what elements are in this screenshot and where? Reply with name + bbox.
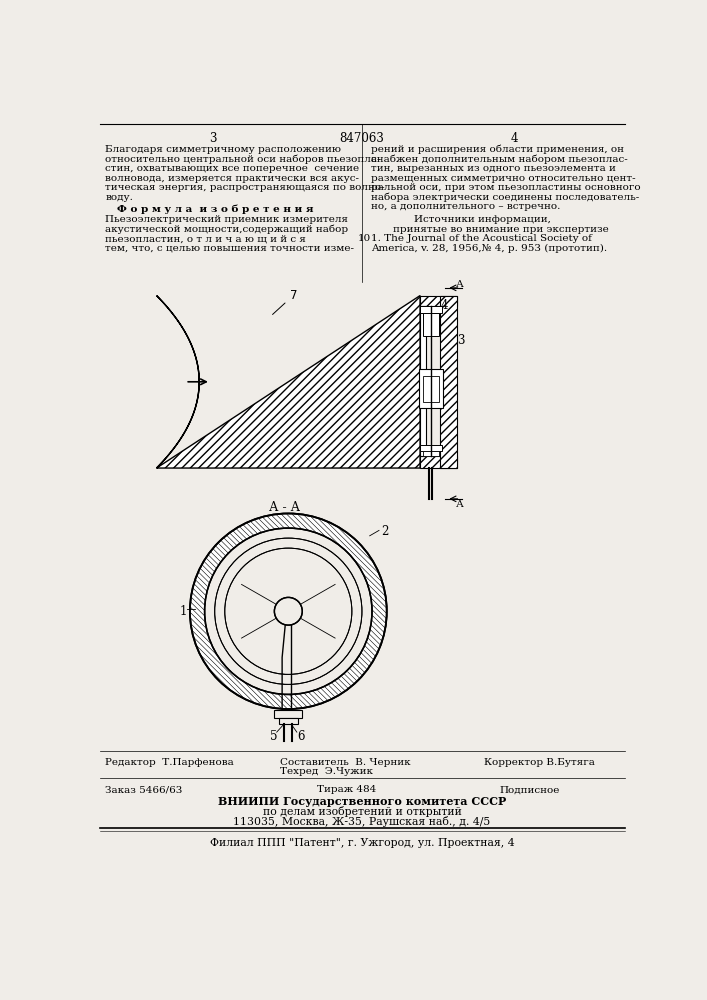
Text: 1. The Journal of the Acoustical Society of: 1. The Journal of the Acoustical Society… bbox=[371, 234, 592, 243]
Text: снабжен дополнительным набором пьезоплас-: снабжен дополнительным набором пьезоплас… bbox=[371, 154, 628, 164]
Text: Тираж 484: Тираж 484 bbox=[317, 785, 376, 794]
Text: 847063: 847063 bbox=[339, 132, 385, 145]
Text: волновода, измеряется практически вся акус-: волновода, измеряется практически вся ак… bbox=[105, 174, 359, 183]
Text: А: А bbox=[456, 280, 464, 289]
Bar bbox=[423, 376, 438, 402]
Text: Ф о р м у л а  и з о б р е т е н и я: Ф о р м у л а и з о б р е т е н и я bbox=[117, 205, 313, 214]
Bar bbox=[440, 296, 457, 468]
Text: 3: 3 bbox=[209, 132, 216, 145]
Text: относительно центральной оси наборов пьезопла-: относительно центральной оси наборов пье… bbox=[105, 154, 381, 164]
Bar bbox=[423, 451, 438, 456]
Bar bbox=[420, 296, 457, 306]
Bar bbox=[274, 710, 303, 718]
Text: 113035, Москва, Ж-35, Раушская наб., д. 4/5: 113035, Москва, Ж-35, Раушская наб., д. … bbox=[233, 816, 491, 827]
Text: принятые во внимание при экспертизе: принятые во внимание при экспертизе bbox=[393, 225, 609, 234]
Text: ВНИИПИ Государственного комитета СССР: ВНИИПИ Государственного комитета СССР bbox=[218, 796, 506, 807]
Text: 6: 6 bbox=[298, 730, 305, 743]
Text: America, v. 28, 1956,№ 4, p. 953 (прототип).: America, v. 28, 1956,№ 4, p. 953 (протот… bbox=[371, 244, 607, 253]
Bar bbox=[420, 456, 457, 468]
Text: 10: 10 bbox=[357, 234, 370, 243]
Text: 2: 2 bbox=[381, 525, 389, 538]
Text: тем, что, с целью повышения точности изме-: тем, что, с целью повышения точности изм… bbox=[105, 244, 354, 253]
Text: Техред  Э.Чужик: Техред Э.Чужик bbox=[280, 767, 373, 776]
Circle shape bbox=[274, 597, 303, 625]
Bar bbox=[420, 306, 442, 312]
Text: Благодаря симметричному расположению: Благодаря симметричному расположению bbox=[105, 145, 341, 154]
Text: А - А: А - А bbox=[269, 501, 300, 514]
Text: 4: 4 bbox=[511, 132, 518, 145]
Text: Источники информации,: Источники информации, bbox=[414, 215, 551, 224]
Circle shape bbox=[215, 538, 362, 684]
Bar bbox=[420, 445, 442, 451]
Text: 4: 4 bbox=[441, 299, 448, 312]
Text: но, а дополнительного – встречно.: но, а дополнительного – встречно. bbox=[371, 202, 561, 211]
Text: 3: 3 bbox=[457, 334, 464, 347]
Bar bbox=[419, 369, 443, 408]
Text: ральной оси, при этом пьезопластины основного: ральной оси, при этом пьезопластины осно… bbox=[371, 183, 641, 192]
Circle shape bbox=[225, 548, 352, 674]
Text: Редактор  Т.Парфенова: Редактор Т.Парфенова bbox=[105, 758, 234, 767]
Text: тическая энергия, распространяющаяся по волно-: тическая энергия, распространяющаяся по … bbox=[105, 183, 385, 192]
Text: Заказ 5466/63: Заказ 5466/63 bbox=[105, 785, 183, 794]
Text: тин, вырезанных из одного пьезоэлемента и: тин, вырезанных из одного пьезоэлемента … bbox=[371, 164, 616, 173]
Polygon shape bbox=[156, 296, 420, 468]
Text: воду.: воду. bbox=[105, 193, 134, 202]
Text: пьезопластин, о т л и ч а ю щ и й с я: пьезопластин, о т л и ч а ю щ и й с я bbox=[105, 234, 306, 243]
Text: 5: 5 bbox=[270, 730, 277, 743]
Text: Подписное: Подписное bbox=[499, 785, 559, 794]
Bar bbox=[420, 306, 426, 456]
Bar bbox=[423, 312, 438, 336]
Text: А: А bbox=[456, 500, 464, 509]
Circle shape bbox=[204, 528, 372, 694]
Text: 1: 1 bbox=[180, 605, 187, 618]
Text: Корректор В.Бутяга: Корректор В.Бутяга bbox=[484, 758, 595, 767]
Text: 7: 7 bbox=[273, 289, 298, 314]
Text: Филиал ППП "Патент", г. Ужгород, ул. Проектная, 4: Филиал ППП "Патент", г. Ужгород, ул. Про… bbox=[210, 838, 514, 848]
Text: Пьезоэлектрический приемник измерителя: Пьезоэлектрический приемник измерителя bbox=[105, 215, 349, 224]
Text: акустической мощности,содержащий набор: акустической мощности,содержащий набор bbox=[105, 225, 349, 234]
Text: по делам изобретений и открытий: по делам изобретений и открытий bbox=[262, 806, 462, 817]
Text: стин, охватывающих все поперечное  сечение: стин, охватывающих все поперечное сечени… bbox=[105, 164, 360, 173]
Text: набора электрически соединены последователь-: набора электрически соединены последоват… bbox=[371, 193, 640, 202]
Circle shape bbox=[190, 513, 387, 709]
Text: рений и расширения области применения, он: рений и расширения области применения, о… bbox=[371, 145, 624, 154]
Text: Составитель  В. Черник: Составитель В. Черник bbox=[280, 758, 411, 767]
Text: размещенных симметрично относительно цент-: размещенных симметрично относительно цен… bbox=[371, 174, 636, 183]
Bar bbox=[279, 718, 298, 724]
